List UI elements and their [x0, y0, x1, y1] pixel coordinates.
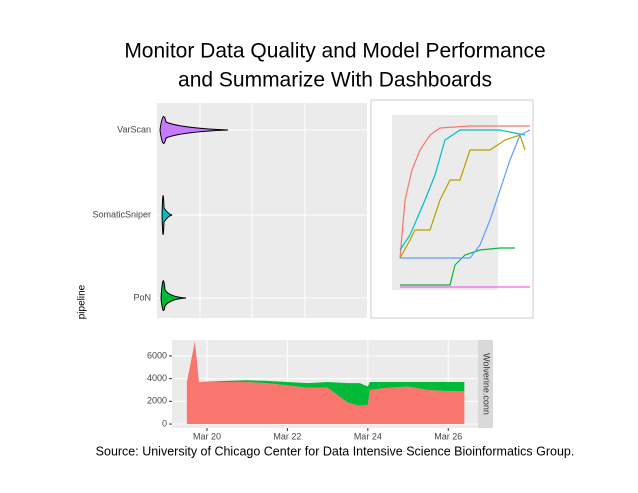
title: Monitor Data Quality and Model Performan… — [124, 40, 545, 63]
axis-label: pipeline — [77, 284, 88, 319]
area — [186, 341, 465, 425]
x-tick-label: Mar 24 — [354, 431, 382, 441]
panel — [392, 115, 498, 290]
violin — [161, 195, 173, 235]
violin-chart: VarScan SomaticSniper PoN pipeline — [77, 103, 367, 319]
category-label: VarScan — [117, 124, 151, 134]
y-tick-label: 0 — [162, 418, 167, 428]
category-label: PoN — [133, 292, 151, 302]
strip — [478, 340, 493, 428]
violin — [160, 280, 187, 311]
source: Source: University of Chicago Center for… — [96, 444, 575, 458]
strip-label: Wolverine.conn — [482, 353, 492, 415]
y-tick-label: 6000 — [147, 350, 167, 360]
violin — [159, 116, 229, 144]
line-chart — [370, 99, 534, 319]
lines — [399, 125, 531, 288]
y-tick-label: 2000 — [147, 396, 167, 406]
category-label: SomaticSniper — [92, 209, 151, 219]
x-tick-label: Mar 22 — [273, 431, 301, 441]
panel — [157, 103, 367, 318]
y-tick-label: 4000 — [147, 373, 167, 383]
title: and Summarize With Dashboards — [178, 69, 492, 92]
x-tick-label: Mar 20 — [193, 431, 221, 441]
x-tick-label: Mar 26 — [434, 431, 462, 441]
